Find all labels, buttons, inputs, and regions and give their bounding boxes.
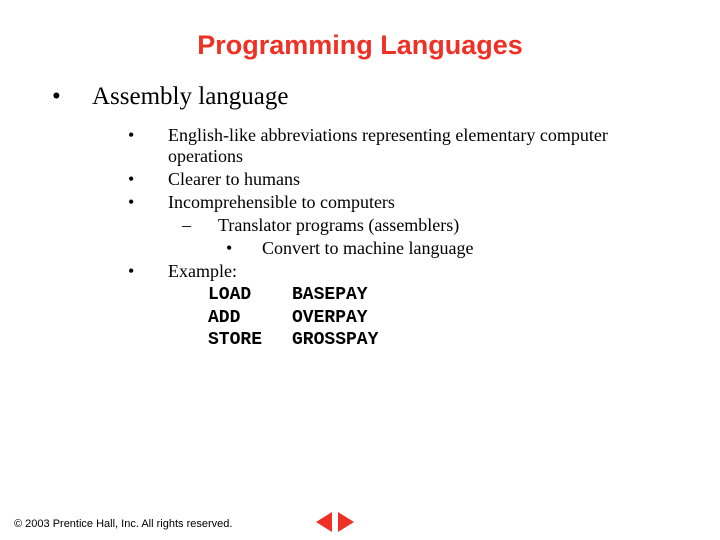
level2-item: • English-like abbreviations representin… (128, 125, 688, 167)
level3-text: Translator programs (assemblers) (218, 215, 459, 236)
prev-arrow-icon[interactable] (316, 512, 332, 532)
operand: OVERPAY (292, 307, 368, 330)
bullet-icon: • (226, 238, 262, 259)
level2-item: • Incomprehensible to computers (128, 192, 688, 213)
level2-text: Example: (168, 261, 237, 282)
slide: Programming Languages • Assembly languag… (0, 0, 720, 540)
code-example: LOAD BASEPAY ADD OVERPAY STORE GROSSPAY (208, 284, 688, 352)
code-row: ADD OVERPAY (208, 307, 688, 330)
level2-item: • Clearer to humans (128, 169, 688, 190)
bullet-icon: • (128, 261, 168, 282)
opcode: LOAD (208, 284, 292, 307)
copyright-text: 2003 Prentice Hall, Inc. All rights rese… (22, 518, 232, 530)
level1-text: Assembly language (92, 83, 288, 111)
operand: GROSSPAY (292, 329, 378, 352)
bullet-icon: • (128, 192, 168, 213)
bullet-icon: • (128, 125, 168, 167)
copyright-symbol: © (14, 518, 22, 530)
level1-item: • Assembly language (52, 83, 688, 111)
nav-controls (316, 512, 354, 532)
level2-text: Clearer to humans (168, 169, 300, 190)
level4-text: Convert to machine language (262, 238, 473, 259)
level2-text: Incomprehensible to computers (168, 192, 395, 213)
code-row: LOAD BASEPAY (208, 284, 688, 307)
level4-item: • Convert to machine language (226, 238, 688, 259)
slide-title: Programming Languages (32, 30, 688, 61)
copyright-footer: © 2003 Prentice Hall, Inc. All rights re… (14, 518, 232, 530)
code-row: STORE GROSSPAY (208, 329, 688, 352)
bullet-icon: • (52, 83, 92, 111)
bullet-icon: • (128, 169, 168, 190)
next-arrow-icon[interactable] (338, 512, 354, 532)
dash-icon: – (182, 215, 218, 236)
operand: BASEPAY (292, 284, 368, 307)
opcode: ADD (208, 307, 292, 330)
level3-item: – Translator programs (assemblers) (182, 215, 688, 236)
opcode: STORE (208, 329, 292, 352)
level2-text: English-like abbreviations representing … (168, 125, 678, 167)
level2-item: • Example: (128, 261, 688, 282)
